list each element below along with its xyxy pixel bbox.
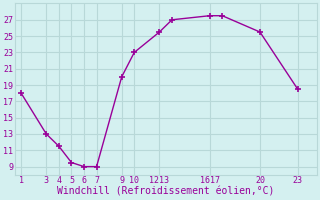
X-axis label: Windchill (Refroidissement éolien,°C): Windchill (Refroidissement éolien,°C) [57,187,274,197]
